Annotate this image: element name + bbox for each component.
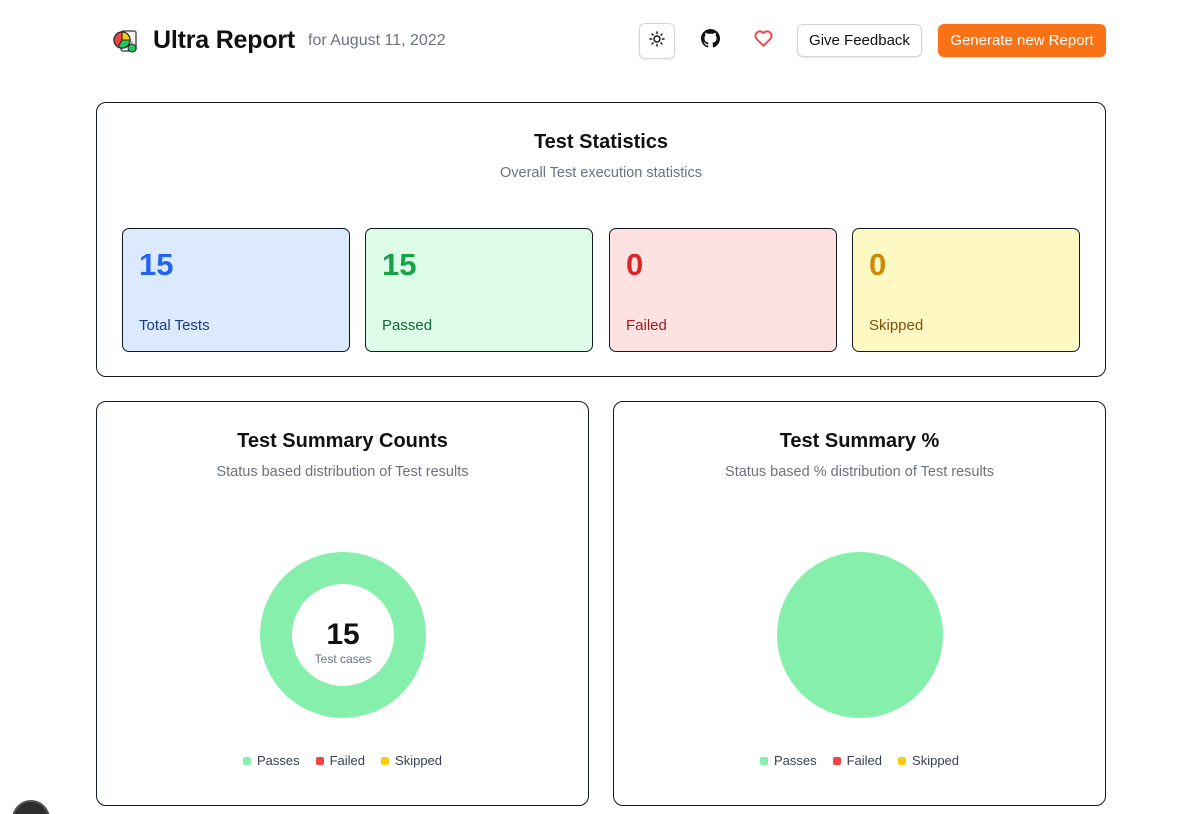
- legend-swatch: [242, 756, 251, 765]
- github-link[interactable]: [695, 26, 725, 56]
- legend-label: Failed: [846, 753, 883, 768]
- slice-passes[interactable]: [260, 552, 426, 718]
- test-summary-counts-card: Test Summary Counts Status based distrib…: [96, 401, 589, 806]
- card-subtitle: Status based % distribution of Test resu…: [725, 464, 994, 480]
- legend-label: Skipped: [395, 753, 443, 768]
- chart-center-label: Test cases: [315, 652, 372, 666]
- pie-chart: [777, 552, 943, 718]
- legend-swatch: [832, 756, 841, 765]
- slice-passes[interactable]: [777, 552, 943, 718]
- legend-item-passes[interactable]: Passes: [242, 753, 300, 768]
- stat-label: Total Tests: [139, 317, 210, 334]
- legend-label: Passes: [256, 753, 300, 768]
- legend-swatch: [759, 756, 768, 765]
- stat-value: 0: [869, 247, 887, 282]
- legend-swatch: [381, 756, 390, 765]
- legend-label: Passes: [773, 753, 817, 768]
- legend-item-failed[interactable]: Failed: [832, 753, 883, 768]
- github-icon: [700, 29, 720, 53]
- stat-total-tests: 15 Total Tests: [122, 228, 350, 352]
- test-statistics-card: Test Statistics Overall Test execution s…: [96, 102, 1106, 377]
- card-title: Test Summary Counts: [237, 430, 448, 452]
- sponsor-link[interactable]: [748, 26, 778, 56]
- report-date: for August 11, 2022: [308, 32, 446, 49]
- stat-label: Passed: [382, 317, 433, 334]
- heart-icon: [754, 30, 773, 52]
- give-feedback-button[interactable]: Give Feedback: [797, 24, 922, 57]
- stat-value: 0: [626, 247, 644, 282]
- card-subtitle: Status based distribution of Test result…: [216, 464, 469, 480]
- chart-legend: Passes Failed Skipped: [97, 753, 588, 768]
- legend-item-failed[interactable]: Failed: [315, 753, 366, 768]
- floating-action-button[interactable]: [12, 800, 50, 814]
- chart-legend: Passes Failed Skipped: [614, 753, 1105, 768]
- stat-skipped: 0 Skipped: [852, 228, 1080, 352]
- report-logo-icon: [112, 27, 140, 55]
- legend-label: Failed: [329, 753, 366, 768]
- theme-toggle-button[interactable]: [639, 23, 675, 59]
- legend-item-passes[interactable]: Passes: [759, 753, 817, 768]
- test-summary-percent-card: Test Summary % Status based % distributi…: [613, 401, 1106, 806]
- stat-passed: 15 Passed: [365, 228, 593, 352]
- legend-swatch: [315, 756, 324, 765]
- app-title: Ultra Report: [153, 26, 296, 54]
- legend-item-skipped[interactable]: Skipped: [898, 753, 959, 768]
- header: Ultra Report for August 11, 2022: [0, 0, 1200, 82]
- stat-value: 15: [139, 247, 174, 282]
- card-title: Test Statistics: [533, 131, 669, 153]
- stat-failed: 0 Failed: [609, 228, 837, 352]
- stat-label: Skipped: [869, 317, 924, 334]
- stat-value: 15: [382, 247, 417, 282]
- card-subtitle: Overall Test execution statistics: [499, 165, 702, 181]
- card-title: Test Summary %: [779, 430, 940, 452]
- stat-label: Failed: [626, 317, 667, 334]
- generate-report-button[interactable]: Generate new Report: [938, 24, 1106, 57]
- legend-swatch: [898, 756, 907, 765]
- legend-item-skipped[interactable]: Skipped: [381, 753, 442, 768]
- chart-center-value: 15: [326, 618, 359, 651]
- doughnut-chart: 15 Test cases: [260, 552, 426, 718]
- sun-icon: [649, 30, 665, 52]
- legend-label: Skipped: [912, 753, 960, 768]
